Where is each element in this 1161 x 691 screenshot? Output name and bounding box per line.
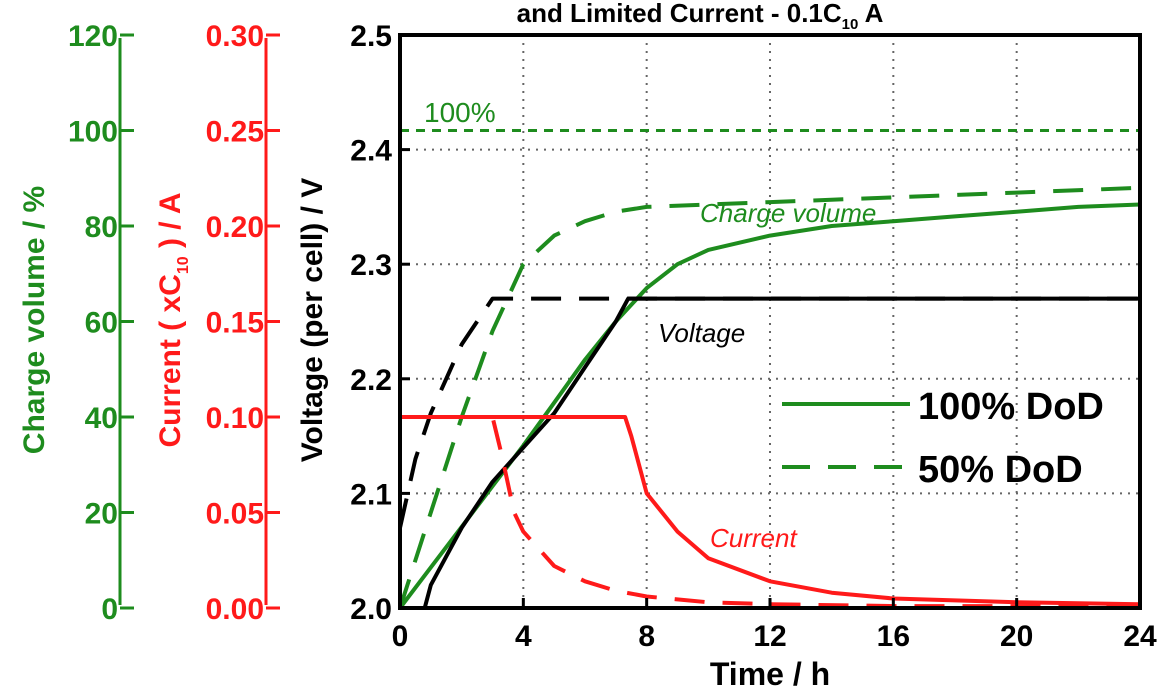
axes: 0 4 8 12 16 20 24 2.0 2.1 2.2 2.3 2.4 2.5 0.00 0.05 0.1… [68, 20, 1157, 653]
x-tick-label: 0 [392, 620, 409, 653]
current-axis-label: Current ( xC10 ) / A [154, 192, 192, 447]
series-lines [398, 185, 1141, 610]
charge-tick-label: 120 [68, 20, 118, 53]
current-tick-label: 0.25 [206, 116, 264, 149]
x-tick-label: 8 [638, 620, 655, 653]
charge-tick-label: 80 [85, 211, 118, 244]
annotation-current: Current [710, 523, 798, 553]
charge-tick-label: 20 [85, 498, 118, 531]
voltage-tick-label: 2.3 [350, 249, 392, 282]
legend: 100% DoD 50% DoD [782, 386, 1104, 491]
annotation-voltage: Voltage [658, 318, 745, 348]
charge-tick-label: 100 [68, 116, 118, 149]
legend-label-50-dod: 50% DoD [918, 449, 1083, 491]
current-tick-label: 0.15 [206, 307, 264, 340]
charge-axis-label: Charge volume / % [18, 186, 51, 454]
voltage-axis-label: Voltage (per cell) / V [296, 178, 329, 463]
x-tick-label: 12 [753, 620, 786, 653]
series-line-voltage-50-dod [398, 296, 1140, 529]
x-tick-label: 4 [515, 620, 532, 653]
annotation-charge-volume: Charge volume [700, 198, 876, 228]
current-tick-label: 0.05 [206, 498, 264, 531]
voltage-tick-label: 2.5 [350, 20, 392, 53]
x-axis-label: Time / h [710, 656, 830, 691]
x-tick-label: 16 [877, 620, 910, 653]
series-line-voltage-100-dod [422, 296, 1140, 609]
x-tick-label: 24 [1123, 620, 1157, 653]
charge-tick-label: 40 [85, 402, 118, 435]
current-tick-label: 0.30 [206, 20, 264, 53]
legend-label-100-dod: 100% DoD [918, 386, 1104, 428]
series-line-current-50-dod [400, 415, 1140, 609]
x-tick-label: 20 [1000, 620, 1033, 653]
current-tick-label: 0.00 [206, 593, 264, 626]
series-line-charge-50-dod [398, 185, 1141, 609]
grid-lines [400, 35, 1140, 608]
voltage-tick-label: 2.4 [350, 135, 392, 168]
charge-tick-label: 60 [85, 307, 118, 340]
charge-tick-label: 0 [101, 593, 118, 626]
current-tick-label: 0.20 [206, 211, 264, 244]
voltage-tick-label: 2.1 [350, 478, 392, 511]
annotation-full-charge: 100% [424, 97, 496, 128]
voltage-tick-label: 2.2 [350, 364, 392, 397]
chart-title: and Limited Current - 0.1C10 A [517, 0, 884, 33]
current-tick-label: 0.10 [206, 402, 264, 435]
series-line-current-100-dod [400, 415, 1141, 607]
voltage-tick-label: 2.0 [350, 593, 392, 626]
